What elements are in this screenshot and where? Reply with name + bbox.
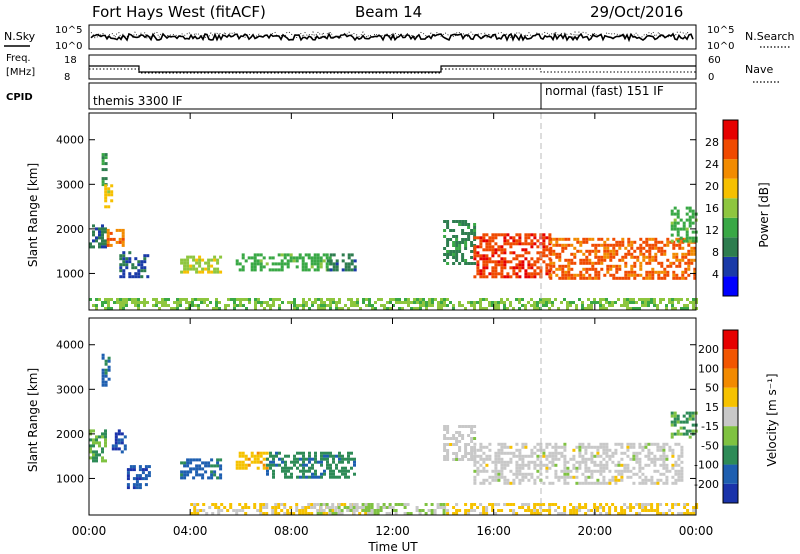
vel-cbar-tick-label: 100 <box>698 362 719 375</box>
vel-cbar-tick-label: -200 <box>694 478 719 491</box>
x-tick-label: 08:00 <box>274 524 309 538</box>
freq-label: Freq. <box>6 53 31 64</box>
vel-cbar-tick-label: -50 <box>701 439 719 452</box>
velocity-echo-region <box>126 465 151 490</box>
cpid-segment-2: normal (fast) 151 IF <box>545 84 664 98</box>
velocity-echo-region <box>101 353 111 387</box>
vel-cbar-tick-label: -100 <box>694 459 719 472</box>
velocity-y-ticks: 4000 3000 2000 1000 <box>56 339 696 485</box>
beam-title: Beam 14 <box>355 3 422 21</box>
x-axis-ticks: 00:00 04:00 08:00 12:00 16:00 20:00 00:00 <box>72 113 714 538</box>
noise-panel: N.Sky 10^5 10^0 10^5 10^0 N.Search <box>4 24 795 52</box>
power-colorbar-label: Power [dB] <box>757 182 771 247</box>
x-tick-label: 04:00 <box>173 524 208 538</box>
velocity-echo-region <box>266 451 356 479</box>
velocity-y-tick-label: 4000 <box>56 339 84 352</box>
nsky-label: N.Sky <box>4 30 36 43</box>
cpid-label: CPID <box>6 92 33 103</box>
power-echo-region <box>89 224 107 249</box>
station-title: Fort Hays West (fitACF) <box>92 3 266 21</box>
x-tick-label: 16:00 <box>476 524 511 538</box>
nave-tick-bottom: 0 <box>708 72 714 83</box>
velocity-echo-region <box>316 503 446 515</box>
cpid-segment-1: themis 3300 IF <box>93 94 183 108</box>
power-y-tick-label: 1000 <box>56 267 84 280</box>
power-echo-region <box>119 251 150 279</box>
power-cbar-tick-label: 28 <box>705 136 719 149</box>
velocity-data-layer <box>89 353 699 515</box>
nsearch-label: N.Search <box>745 30 795 43</box>
power-cbar-tick-label: 8 <box>712 246 719 259</box>
power-echo-region <box>326 253 357 272</box>
noise-tick-right-bottom: 10^0 <box>707 41 734 52</box>
velocity-colorbar-label: Velocity [m s⁻¹] <box>765 373 779 466</box>
noise-tick-left-bottom: 10^0 <box>55 41 82 52</box>
velocity-echo-region <box>443 503 699 515</box>
power-colorbar: 28 24 20 16 12 8 4 <box>705 119 739 297</box>
power-y-tick-label: 2000 <box>56 223 84 236</box>
power-echo-region <box>235 253 332 272</box>
freq-tick-bottom: 8 <box>64 72 70 83</box>
noise-tick-right-top: 10^5 <box>707 25 734 36</box>
date-title: 29/Oct/2016 <box>590 3 683 21</box>
power-echo-region <box>104 184 114 209</box>
x-tick-label: 00:00 <box>679 524 714 538</box>
power-echo-region <box>106 228 125 247</box>
power-cbar-tick-label: 24 <box>705 158 719 171</box>
vel-cbar-tick-label: -15 <box>701 420 719 433</box>
x-axis-label: Time UT <box>367 540 418 554</box>
velocity-echo-region <box>89 429 107 463</box>
velocity-echo-region <box>443 425 477 461</box>
velocity-colorbar: 200 100 50 15 -15 -50 -100 -200 <box>694 329 739 504</box>
vel-cbar-tick-label: 15 <box>705 401 719 414</box>
power-cbar-tick-label: 12 <box>705 224 719 237</box>
power-cbar-tick-label: 4 <box>712 268 719 281</box>
power-echo-region <box>443 220 477 265</box>
power-y-axis-label: Slant Range [km] <box>26 163 40 267</box>
power-echo-region <box>180 255 223 274</box>
power-echo-region <box>670 206 698 243</box>
power-y-tick-label: 3000 <box>56 178 84 191</box>
power-data-layer <box>89 153 698 310</box>
power-y-ticks: 4000 3000 2000 1000 <box>56 134 696 280</box>
power-echo-region <box>89 298 698 310</box>
noise-trace <box>90 30 694 43</box>
x-tick-label: 00:00 <box>72 524 107 538</box>
power-panel: 4000 3000 2000 1000 Slant Range [km] <box>26 112 698 311</box>
velocity-echo-region <box>111 429 127 454</box>
x-tick-label: 20:00 <box>578 524 613 538</box>
power-y-tick-label: 4000 <box>56 134 84 147</box>
power-echo-region <box>473 233 552 279</box>
freq-trace <box>89 65 696 74</box>
nave-label: Nave <box>745 63 773 76</box>
power-cbar-tick-label: 16 <box>705 202 719 215</box>
cpid-panel: CPID themis 3300 IF normal (fast) 151 IF <box>6 82 697 110</box>
x-tick-label: 12:00 <box>375 524 410 538</box>
velocity-y-axis-label: Slant Range [km] <box>26 368 40 472</box>
velocity-panel: 4000 3000 2000 1000 Slant Range [km] <box>26 317 699 516</box>
velocity-y-tick-label: 1000 <box>56 472 84 485</box>
vel-cbar-tick-label: 200 <box>698 343 719 356</box>
freq-tick-top: 18 <box>64 55 77 66</box>
noise-tick-left-top: 10^5 <box>55 25 82 36</box>
velocity-y-tick-label: 3000 <box>56 383 84 396</box>
nave-tick-top: 60 <box>708 55 721 66</box>
power-cbar-tick-label: 20 <box>705 180 719 193</box>
freq-panel: Freq. [MHz] 18 8 60 0 Nave <box>6 53 780 83</box>
velocity-echo-region <box>180 458 223 480</box>
freq-unit-label: [MHz] <box>6 67 35 78</box>
vel-cbar-tick-label: 50 <box>705 382 719 395</box>
velocity-y-tick-label: 2000 <box>56 428 84 441</box>
power-echo-region <box>549 237 697 280</box>
